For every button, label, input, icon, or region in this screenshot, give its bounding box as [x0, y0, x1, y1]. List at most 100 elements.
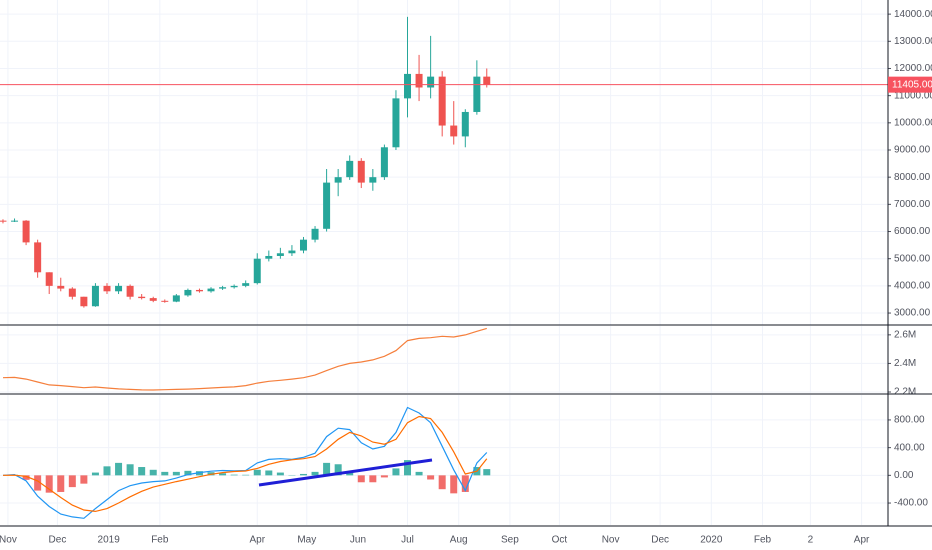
candle-body — [103, 285, 111, 292]
series-line — [2, 415, 488, 513]
candle-body — [195, 289, 203, 292]
candle-body — [473, 76, 481, 112]
x-tick-label: Jul — [401, 535, 414, 546]
histogram-bar — [346, 472, 354, 476]
histogram-bar — [172, 471, 180, 476]
trend-line — [258, 458, 433, 487]
y-tick-label: -400.00 — [894, 498, 928, 509]
y-tick-label: 2.2M — [894, 387, 916, 398]
x-tick-label: Sep — [501, 535, 519, 546]
candle-body — [80, 296, 88, 307]
histogram-bar — [265, 470, 273, 476]
candle-body — [369, 177, 377, 183]
candle-body — [357, 160, 365, 183]
y-tick-label: 2.6M — [894, 329, 916, 340]
x-tick-label: Dec — [49, 535, 67, 546]
y-tick-label: 6000.00 — [894, 226, 931, 237]
histogram-bar — [483, 469, 491, 476]
x-tick-label: 2020 — [700, 535, 723, 546]
candle-body — [172, 295, 180, 302]
histogram-bar — [230, 474, 238, 476]
candle-body — [91, 285, 99, 307]
price-label-box — [888, 76, 932, 93]
candle-body — [230, 285, 238, 288]
candle-body — [265, 255, 273, 259]
histogram-bar — [195, 471, 203, 476]
histogram-bar — [219, 473, 227, 476]
y-tick-label: 10000.00 — [894, 117, 932, 128]
candle-body — [68, 288, 76, 297]
x-tick-label: 2 — [808, 535, 814, 546]
candle-body — [438, 76, 446, 126]
candle-body — [126, 285, 134, 297]
histogram-bar — [91, 472, 99, 476]
candle-body — [11, 220, 19, 222]
y-tick-label: 12000.00 — [894, 63, 932, 74]
histogram-bar — [22, 475, 30, 480]
x-tick-label: Feb — [754, 535, 772, 546]
candle-body — [415, 73, 423, 88]
y-tick-label: 11000.00 — [894, 90, 932, 101]
histogram-bar — [184, 470, 192, 476]
histogram-bar — [138, 467, 146, 476]
histogram-bar — [57, 475, 65, 492]
candle-body — [461, 111, 469, 137]
histogram-bar — [415, 471, 423, 476]
histogram-bar — [450, 475, 458, 494]
histogram-bar — [311, 471, 319, 476]
y-tick-label: 8000.00 — [894, 172, 931, 183]
y-tick-label: 14000.00 — [894, 9, 932, 20]
histogram-bar — [34, 475, 42, 491]
candle-body — [242, 283, 250, 286]
candle-body — [427, 76, 435, 88]
candle-body — [392, 98, 400, 148]
candle-body — [404, 73, 412, 99]
x-tick-label: Dec — [651, 535, 669, 546]
candle-body — [0, 220, 7, 222]
candle-body — [346, 160, 354, 178]
histogram-bar — [242, 474, 250, 476]
histogram-bar — [253, 469, 261, 476]
price-label: 11405.00 — [892, 79, 932, 90]
histogram-bar — [392, 468, 400, 476]
y-tick-label: 7000.00 — [894, 199, 931, 210]
x-tick-label: Jun — [350, 535, 366, 546]
histogram-bar — [276, 472, 284, 476]
candle-body — [115, 285, 123, 292]
histogram-bar — [103, 466, 111, 476]
candle-body — [253, 258, 261, 284]
candle-body — [311, 228, 319, 240]
histogram-bar — [357, 475, 365, 483]
candle-body — [161, 300, 169, 302]
y-tick-label: 5000.00 — [894, 253, 931, 264]
y-tick-label: 4000.00 — [894, 281, 931, 292]
histogram-bar — [380, 475, 388, 478]
candle-body — [207, 288, 215, 292]
histogram-bar — [334, 464, 342, 476]
y-tick-label: 800.00 — [894, 415, 925, 426]
candle-body — [323, 182, 331, 229]
candle-body — [34, 242, 42, 273]
histogram-bar — [369, 475, 377, 483]
y-tick-label: 2.4M — [894, 358, 916, 369]
histogram-bar — [115, 462, 123, 476]
x-tick-label: Oct — [552, 535, 568, 546]
x-tick-label: Nov — [602, 535, 620, 546]
histogram-bar — [80, 475, 88, 484]
candle-body — [276, 253, 284, 256]
x-tick-label: May — [297, 535, 316, 546]
candle-body — [288, 250, 296, 254]
histogram-bar — [161, 471, 169, 476]
candle-body — [149, 298, 157, 301]
candle-body — [299, 239, 307, 251]
x-tick-label: Aug — [450, 535, 468, 546]
histogram-bar — [427, 475, 435, 480]
histogram-bar — [404, 460, 412, 476]
candle-body — [22, 220, 30, 243]
y-tick-label: 13000.00 — [894, 36, 932, 47]
candle-body — [138, 296, 146, 299]
histogram-bar — [461, 475, 469, 492]
candle-body — [45, 272, 53, 286]
